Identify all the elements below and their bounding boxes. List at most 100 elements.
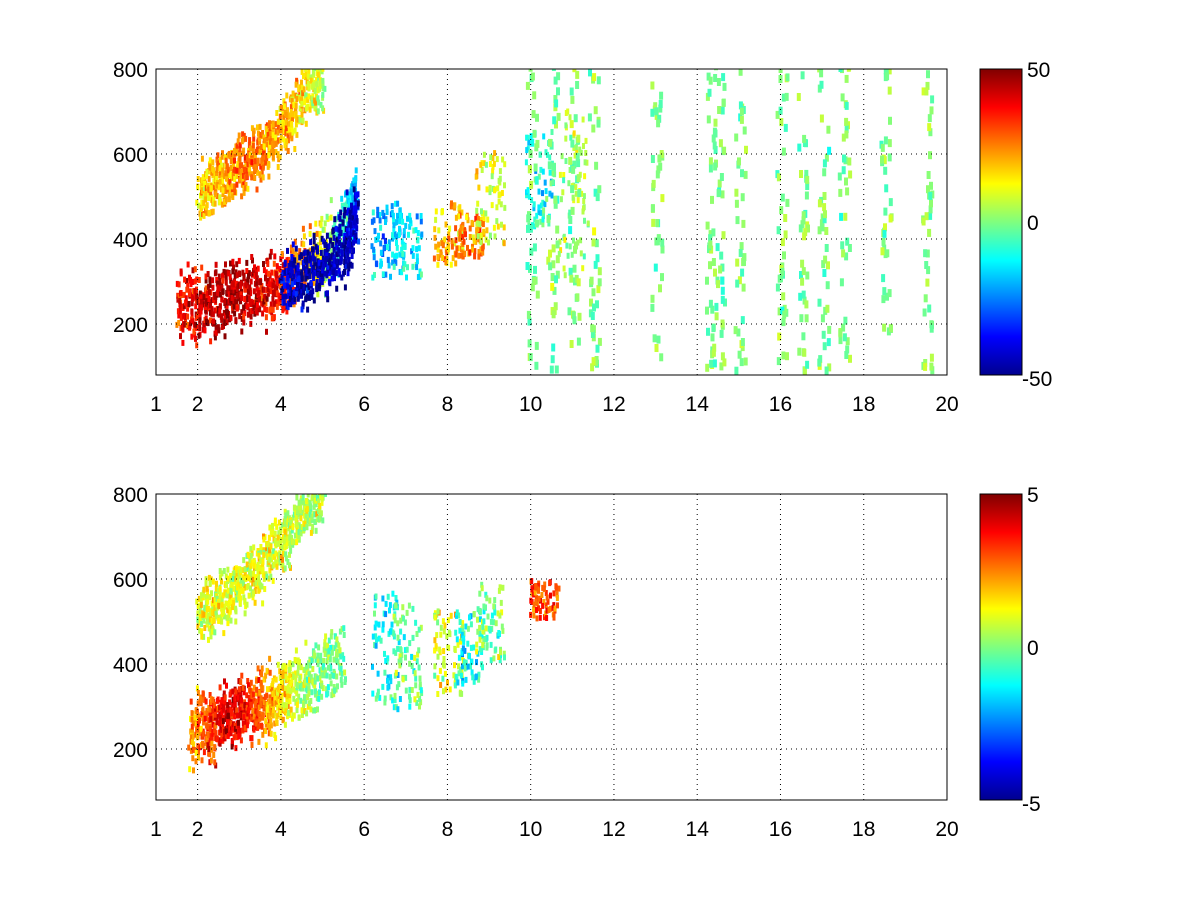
heatmap-cell	[231, 258, 235, 265]
heatmap-cell	[718, 265, 723, 274]
heatmap-cell	[205, 736, 209, 742]
heatmap-cell	[708, 299, 713, 308]
heatmap-cell	[562, 172, 566, 178]
heatmap-cell	[489, 154, 493, 161]
heatmap-cell	[316, 675, 320, 682]
heatmap-cell	[477, 236, 481, 243]
heatmap-cell	[499, 201, 503, 208]
heatmap-cell	[327, 270, 331, 277]
heatmap-cell	[407, 602, 411, 609]
heatmap-cell	[719, 362, 724, 371]
heatmap-cell	[417, 664, 421, 671]
heatmap-cell	[283, 702, 287, 709]
heatmap-cell	[307, 685, 311, 692]
heatmap-cell	[215, 193, 219, 200]
heatmap-cell	[319, 59, 322, 65]
heatmap-cell	[463, 250, 467, 257]
heatmap-cell	[472, 237, 476, 244]
x-tick-label: 4	[275, 393, 287, 416]
heatmap-cell	[562, 177, 566, 184]
heatmap-cell	[537, 204, 541, 211]
heatmap-cell	[292, 504, 296, 511]
heatmap-cell	[177, 320, 181, 326]
heatmap-cell	[235, 734, 239, 741]
heatmap-cell	[274, 271, 278, 278]
heatmap-cell	[295, 701, 299, 708]
heatmap-cell	[228, 186, 232, 193]
heatmap-cell	[304, 639, 308, 646]
heatmap-cell	[927, 123, 932, 132]
heatmap-cell	[222, 609, 226, 616]
heatmap-cell	[218, 586, 222, 593]
heatmap-cell	[322, 238, 326, 245]
heatmap-cell	[278, 277, 282, 284]
heatmap-cell	[255, 275, 259, 282]
heatmap-cell	[337, 642, 341, 649]
heatmap-cell	[550, 129, 554, 135]
heatmap-cell	[827, 363, 832, 372]
heatmap-cell	[250, 125, 254, 132]
heatmap-cell	[459, 252, 463, 259]
heatmap-cell	[572, 264, 577, 273]
heatmap-cell	[743, 170, 748, 179]
heatmap-cell	[284, 293, 288, 300]
heatmap-cell	[710, 195, 714, 204]
heatmap-cell	[226, 287, 230, 294]
heatmap-cell	[243, 174, 247, 181]
heatmap-cell	[261, 731, 265, 738]
heatmap-cell	[240, 193, 244, 200]
heatmap-cell	[381, 683, 385, 690]
heatmap-cell	[246, 288, 250, 295]
heatmap-cell	[276, 559, 280, 566]
heatmap-cell	[282, 299, 286, 306]
heatmap-cell	[711, 228, 716, 237]
heatmap-cell	[927, 114, 932, 123]
heatmap-cell	[475, 220, 479, 227]
heatmap-cell	[281, 293, 285, 300]
heatmap-cell	[308, 223, 312, 230]
heatmap-cell	[404, 674, 408, 681]
heatmap-cell	[734, 199, 739, 208]
heatmap-cell	[326, 290, 329, 297]
heatmap-cell	[304, 697, 308, 704]
heatmap-cell	[232, 585, 236, 592]
heatmap-cell	[590, 330, 595, 338]
heatmap-cell	[268, 556, 272, 563]
heatmap-cell	[242, 189, 246, 196]
heatmap-cell	[320, 494, 324, 497]
heatmap-cell	[338, 647, 342, 654]
heatmap-cell	[188, 766, 192, 773]
heatmap-cell	[593, 188, 598, 197]
heatmap-cell	[185, 286, 189, 293]
heatmap-cell	[280, 692, 284, 699]
heatmap-cell	[880, 143, 885, 152]
heatmap-cell	[306, 694, 309, 701]
heatmap-cell	[308, 488, 311, 494]
heatmap-cell	[400, 246, 404, 253]
heatmap-cell	[245, 722, 249, 729]
heatmap-cell	[213, 597, 217, 604]
heatmap-cell	[204, 307, 208, 314]
heatmap-cell	[418, 696, 422, 702]
heatmap-cell	[274, 299, 278, 306]
heatmap-cell	[227, 712, 230, 719]
heatmap-cell	[490, 202, 494, 209]
heatmap-cell	[218, 568, 222, 574]
heatmap-cell	[586, 220, 590, 227]
heatmap-cell	[783, 230, 788, 239]
heatmap-cell	[659, 353, 664, 362]
heatmap-cell	[652, 334, 657, 343]
heatmap-cell	[248, 284, 252, 291]
heatmap-cell	[321, 267, 325, 274]
heatmap-cell	[301, 300, 305, 307]
heatmap-cell	[202, 617, 206, 624]
heatmap-cell	[717, 106, 722, 114]
heatmap-cell	[528, 224, 533, 233]
heatmap-cell	[215, 171, 219, 178]
heatmap-cell	[559, 196, 563, 203]
heatmap-cell	[708, 157, 713, 166]
heatmap-cell	[350, 207, 354, 214]
heatmap-cell	[208, 616, 212, 623]
heatmap-cell	[838, 188, 843, 197]
heatmap-cell	[496, 185, 500, 192]
